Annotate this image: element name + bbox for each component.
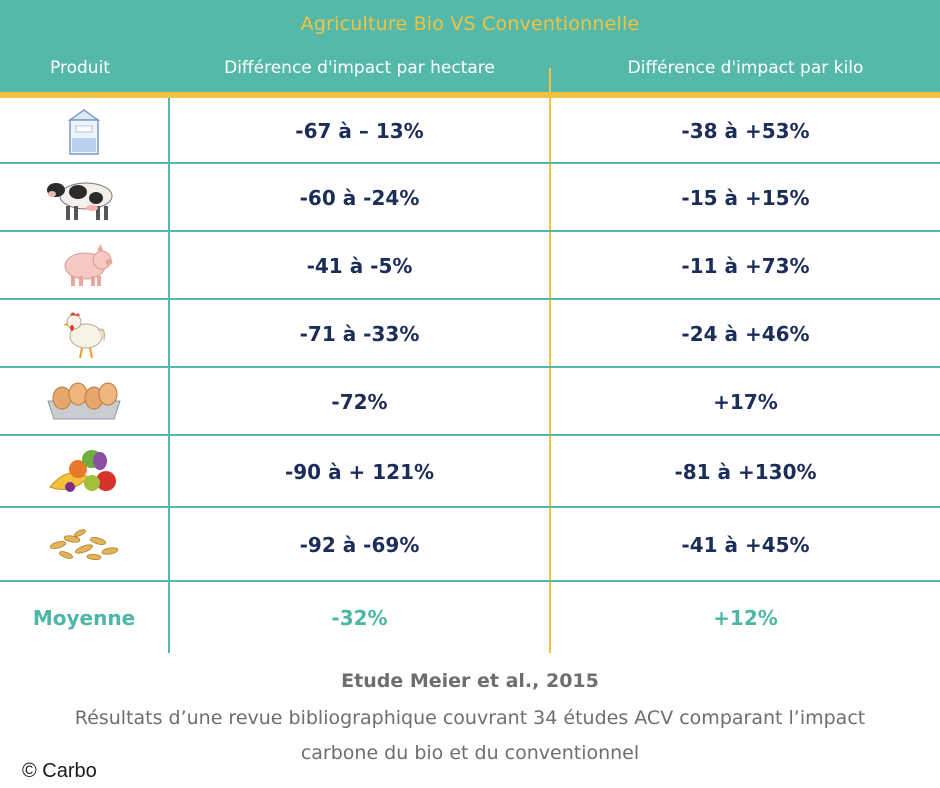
- kilo-value: -15 à +15%: [681, 186, 810, 210]
- fruits-vegetables-icon: [0, 436, 168, 508]
- hectare-value: -60 à -24%: [299, 186, 420, 210]
- comparison-table: -67 à – 13% -38 à +53% -60 à -24% -15 à …: [0, 98, 940, 653]
- cow-icon: [0, 164, 168, 232]
- description-line-2: carbone du bio et du conventionnel: [300, 742, 640, 764]
- column-header-kilo: Différence d'impact par kilo: [627, 58, 864, 78]
- milk-carton-icon: [0, 98, 168, 164]
- copyright-notice: © Carbo: [22, 760, 97, 782]
- table-row: -71 à -33% -24 à +46%: [0, 300, 940, 368]
- average-label: Moyenne: [32, 605, 136, 630]
- column-header-hectare: Différence d'impact par hectare: [224, 58, 495, 78]
- kilo-value: -11 à +73%: [681, 254, 810, 278]
- table-header: Agriculture Bio VS Conventionnelle Produ…: [0, 0, 940, 98]
- kilo-value: -24 à +46%: [681, 322, 810, 346]
- table-row: -41 à -5% -11 à +73%: [0, 232, 940, 300]
- chicken-icon: [0, 300, 168, 368]
- column-divider-2: [549, 98, 551, 653]
- hectare-value: -72%: [331, 390, 388, 414]
- average-hectare-value: -32%: [331, 605, 388, 630]
- eggs-icon: [0, 368, 168, 436]
- header-divider: [549, 68, 551, 92]
- table-row: -92 à -69% -41 à +45%: [0, 508, 940, 582]
- column-divider-1: [168, 98, 170, 653]
- hectare-value: -41 à -5%: [306, 254, 413, 278]
- hectare-value: -92 à -69%: [299, 533, 420, 557]
- table-row: -72% +17%: [0, 368, 940, 436]
- hectare-value: -90 à + 121%: [284, 460, 435, 484]
- hectare-value: -67 à – 13%: [295, 119, 424, 143]
- kilo-value: -41 à +45%: [681, 533, 810, 557]
- source-citation: Etude Meier et al., 2015: [341, 670, 599, 692]
- table-title: Agriculture Bio VS Conventionnelle: [300, 13, 640, 35]
- average-kilo-value: +12%: [713, 605, 778, 630]
- description-line-1: Résultats d’une revue bibliographique co…: [74, 707, 866, 729]
- kilo-value: -38 à +53%: [681, 119, 810, 143]
- kilo-value: -81 à +130%: [674, 460, 817, 484]
- table-row: -67 à – 13% -38 à +53%: [0, 98, 940, 164]
- table-row: -60 à -24% -15 à +15%: [0, 164, 940, 232]
- table-row: -90 à + 121% -81 à +130%: [0, 436, 940, 508]
- cereals-icon: [0, 508, 168, 582]
- pig-icon: [0, 232, 168, 300]
- header-underline: [0, 92, 940, 98]
- column-header-produit: Produit: [50, 58, 110, 78]
- average-row: Moyenne -32% +12%: [0, 582, 940, 653]
- hectare-value: -71 à -33%: [299, 322, 420, 346]
- kilo-value: +17%: [713, 390, 778, 414]
